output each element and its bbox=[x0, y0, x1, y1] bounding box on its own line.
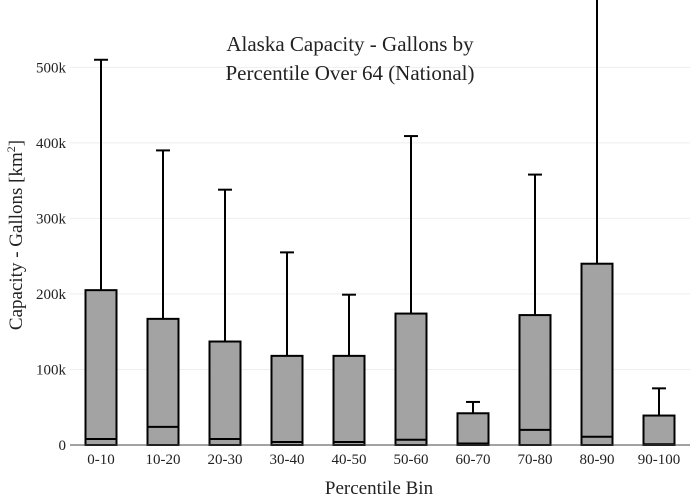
y-tick-labels: 0 100k 200k 300k 400k 500k bbox=[36, 60, 67, 454]
box-rect bbox=[146, 317, 180, 446]
x-tick-label: 60-70 bbox=[456, 452, 491, 468]
x-tick-label: 70-80 bbox=[518, 452, 553, 468]
box-60-70 bbox=[456, 400, 490, 446]
x-tick-label: 90-100 bbox=[638, 452, 681, 468]
box-rect bbox=[642, 414, 676, 447]
y-axis-label: Capacity - Gallons [km2] bbox=[4, 140, 27, 330]
box-rect bbox=[518, 314, 552, 447]
box-rect bbox=[580, 262, 614, 447]
y-axis-unit-close: ] bbox=[6, 140, 27, 146]
y-tick-label: 500k bbox=[36, 60, 67, 76]
box-rect bbox=[394, 312, 428, 447]
x-tick-label: 0-10 bbox=[87, 452, 115, 468]
box-50-60 bbox=[394, 135, 428, 447]
y-axis-unit-superscript: 2 bbox=[4, 146, 18, 152]
box-10-20 bbox=[146, 149, 180, 446]
box-70-80 bbox=[518, 173, 552, 447]
box-80-90 bbox=[580, 0, 614, 447]
box-40-50 bbox=[332, 293, 366, 446]
box-rect bbox=[456, 412, 490, 446]
box-rect bbox=[332, 354, 366, 446]
box-rect bbox=[270, 354, 304, 446]
box-90-100 bbox=[642, 387, 676, 447]
y-tick-label: 0 bbox=[59, 438, 67, 454]
y-tick-label: 300k bbox=[36, 211, 67, 227]
x-axis-label: Percentile Bin bbox=[325, 478, 434, 499]
y-axis-label-text: Capacity - Gallons bbox=[6, 188, 27, 330]
box-30-40 bbox=[270, 251, 304, 446]
x-tick-labels: 0-10 10-20 20-30 30-40 40-50 50-60 60-70 70-80 8… bbox=[87, 452, 680, 468]
y-tick-label: 100k bbox=[36, 362, 67, 378]
chart-title-line-2: Percentile Over 64 (National) bbox=[226, 61, 475, 85]
box-rect bbox=[208, 340, 242, 447]
x-tick-label: 80-90 bbox=[580, 452, 615, 468]
x-tick-label: 50-60 bbox=[394, 452, 429, 468]
x-tick-label: 10-20 bbox=[146, 452, 181, 468]
box-0-10 bbox=[84, 58, 118, 447]
y-tick-label: 400k bbox=[36, 136, 67, 152]
chart-title-line-1: Alaska Capacity - Gallons by bbox=[226, 32, 474, 56]
y-tick-label: 200k bbox=[36, 287, 67, 303]
x-tick-label: 20-30 bbox=[208, 452, 243, 468]
box-rect bbox=[84, 289, 118, 447]
box-20-30 bbox=[208, 188, 242, 447]
x-tick-label: 40-50 bbox=[332, 452, 367, 468]
x-tick-label: 30-40 bbox=[270, 452, 305, 468]
y-axis-unit: [km bbox=[6, 152, 27, 183]
boxes bbox=[84, 0, 676, 447]
